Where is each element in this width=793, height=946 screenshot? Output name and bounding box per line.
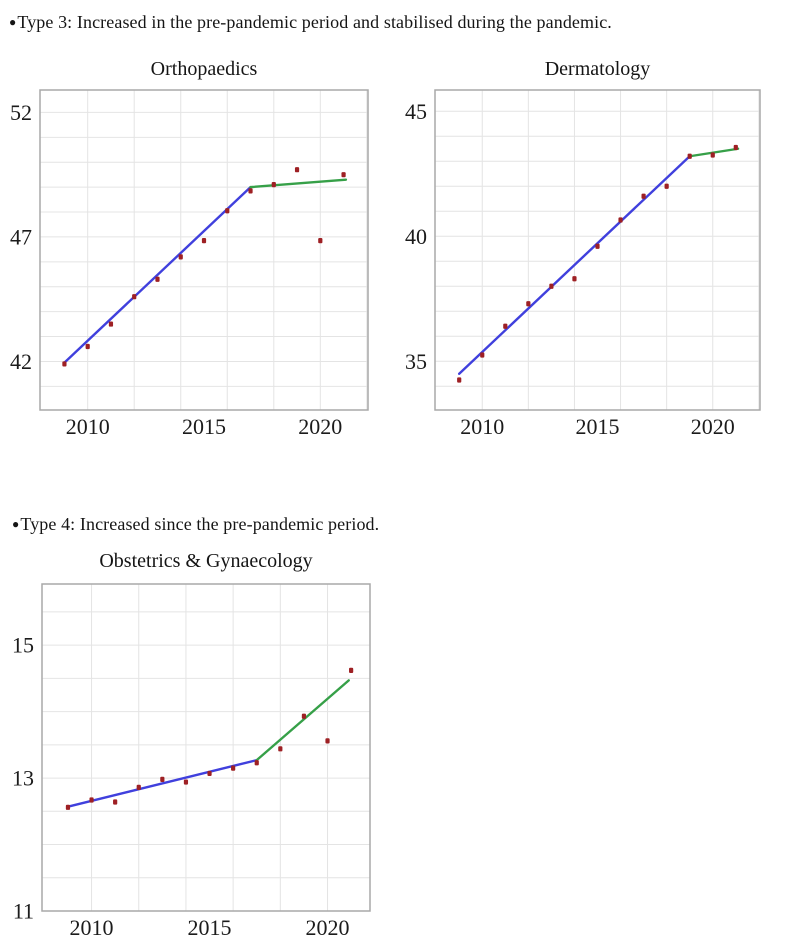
bullet-icon: ● <box>12 517 20 531</box>
chart-title-obstetrics-gynaecology: Obstetrics & Gynaecology <box>99 550 313 572</box>
svg-text:2020: 2020 <box>298 414 342 439</box>
section-heading-type4-text: Type 4: Increased since the pre-pandemic… <box>20 514 380 534</box>
dermatology-chart: 35 40 45 2010 2015 2020 <box>405 89 761 439</box>
svg-text:2010: 2010 <box>70 915 114 940</box>
svg-text:2020: 2020 <box>691 414 735 439</box>
svg-text:2020: 2020 <box>306 915 350 940</box>
svg-text:13: 13 <box>12 766 34 791</box>
svg-text:47: 47 <box>10 224 32 249</box>
svg-text:35: 35 <box>405 349 427 374</box>
bullet-icon: ● <box>9 15 17 29</box>
svg-text:11: 11 <box>13 899 34 924</box>
section-heading-type3-text: Type 3: Increased in the pre-pandemic pe… <box>17 12 612 32</box>
chart-title-orthopaedics: Orthopaedics <box>150 58 258 80</box>
svg-text:2015: 2015 <box>576 414 620 439</box>
obstetrics-gynaecology-chart: 11 13 15 2010 2015 2020 <box>12 583 371 940</box>
svg-text:2015: 2015 <box>188 915 232 940</box>
svg-text:15: 15 <box>12 633 34 658</box>
svg-text:45: 45 <box>405 99 427 124</box>
svg-text:2015: 2015 <box>182 414 226 439</box>
svg-text:2010: 2010 <box>460 414 504 439</box>
svg-text:40: 40 <box>405 224 427 249</box>
section-heading-type3: ●Type 3: Increased in the pre-pandemic p… <box>9 12 612 33</box>
svg-text:42: 42 <box>10 349 32 374</box>
svg-text:52: 52 <box>10 100 32 125</box>
section-heading-type4: ●Type 4: Increased since the pre-pandemi… <box>12 514 379 535</box>
orthopaedics-chart: 42 47 52 2010 2015 2020 <box>10 89 369 439</box>
chart-title-dermatology: Dermatology <box>544 58 651 80</box>
svg-text:2010: 2010 <box>66 414 110 439</box>
